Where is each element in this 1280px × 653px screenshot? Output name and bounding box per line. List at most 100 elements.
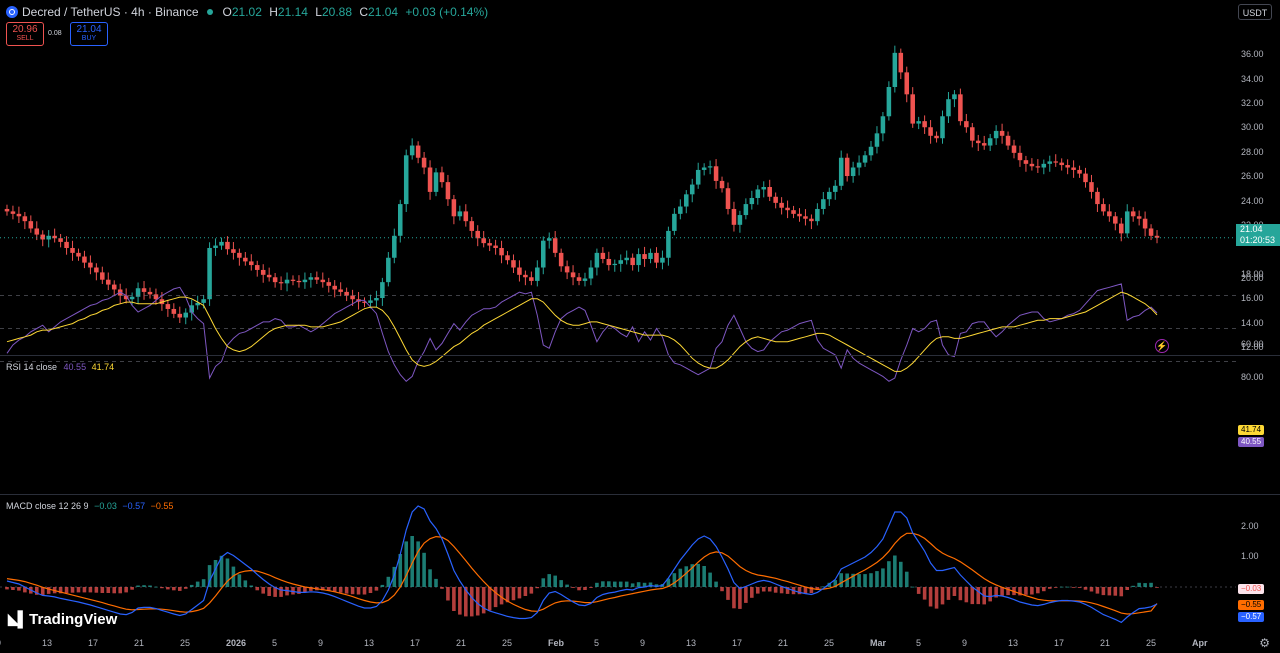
pane-separator-macd[interactable] — [0, 494, 1280, 495]
candle-body — [511, 260, 516, 268]
candle-body — [928, 127, 933, 136]
macd-legend[interactable]: MACD close 12 26 9 −0.03 −0.57 −0.55 — [6, 501, 173, 511]
candle-body — [278, 282, 284, 284]
buy-button[interactable]: 21.04 BUY — [70, 22, 108, 46]
time-tick: Mar — [870, 638, 887, 648]
candle-body — [243, 257, 248, 262]
candle-body — [880, 116, 886, 134]
candle-body — [123, 295, 129, 300]
candle-body — [386, 257, 391, 283]
candle-body — [809, 218, 814, 222]
macd-histogram-bar — [422, 552, 426, 587]
candle-body — [1101, 204, 1106, 212]
candle-body — [821, 199, 826, 209]
candle-body — [838, 157, 844, 186]
candle-body — [237, 252, 242, 258]
rsi-legend[interactable]: RSI 14 close 40.55 41.74 — [6, 362, 114, 372]
macd-histogram-bar — [321, 587, 325, 591]
macd-histogram-bar — [624, 581, 629, 587]
candle-body — [981, 143, 987, 146]
macd-histogram-bar — [404, 541, 409, 587]
candle-body — [713, 166, 719, 181]
macd-histogram-bar — [726, 587, 730, 600]
macd-signal-tag: −0.55 — [1238, 600, 1265, 610]
macd-histogram-bar — [464, 587, 468, 617]
candle-body — [564, 266, 570, 273]
macd-histogram-bar — [571, 587, 575, 588]
time-tick: 5 — [594, 638, 600, 648]
macd-histogram-bar — [1125, 587, 1130, 590]
macd-histogram-bar — [64, 587, 69, 593]
macd-histogram-bar — [58, 587, 63, 594]
macd-histogram-bar — [1119, 587, 1124, 597]
macd-histogram-bar — [17, 587, 21, 591]
time-tick: 2026 — [226, 638, 247, 648]
open-label: O — [222, 5, 232, 19]
last-price-value: 21.04 — [1240, 224, 1263, 234]
rsi-line — [6, 283, 1158, 382]
macd-histogram-bar — [154, 586, 158, 588]
rsi-tick: 20.00 — [1241, 273, 1264, 283]
candle-body — [642, 254, 647, 259]
macd-histogram-bar — [392, 566, 397, 587]
candle-body — [260, 269, 266, 275]
candle-body — [427, 167, 433, 192]
candle-body — [648, 252, 653, 259]
candle-body — [58, 238, 63, 242]
macd-line-tag: −0.57 — [1238, 612, 1265, 622]
macd-histogram-bar — [1107, 587, 1112, 596]
sell-button[interactable]: 20.96 SELL — [6, 22, 44, 46]
macd-histogram-bar — [166, 587, 170, 590]
macd-histogram-bar — [94, 587, 99, 593]
price-tick: 28.00 — [1241, 146, 1264, 157]
macd-histogram-bar — [720, 587, 724, 592]
pane-separator-rsi[interactable] — [0, 355, 1280, 356]
currency-selector[interactable]: USDT — [1238, 4, 1272, 20]
macd-histogram-bar — [23, 587, 27, 593]
macd-histogram-bar — [118, 587, 122, 594]
time-tick: 13 — [364, 638, 375, 648]
macd-histogram-bar — [958, 587, 963, 601]
candle-body — [219, 241, 224, 246]
macd-histogram-bar — [815, 587, 820, 590]
macd-histogram-bar — [475, 587, 480, 616]
macd-histogram-bar — [452, 587, 456, 611]
candle-body — [862, 155, 868, 163]
macd-histogram-bar — [767, 587, 772, 592]
candle-body — [40, 234, 45, 240]
macd-histogram-bar — [607, 581, 611, 587]
candle-body — [189, 305, 194, 313]
macd-histogram-bar — [332, 587, 337, 592]
candle-body — [672, 213, 677, 231]
price-tick: 24.00 — [1241, 195, 1264, 206]
candle-body — [678, 206, 683, 214]
candles — [4, 45, 1160, 325]
candle-body — [177, 313, 183, 318]
candle-body — [94, 267, 99, 273]
macd-histogram-bar — [934, 587, 939, 609]
candle-body — [201, 299, 206, 303]
gear-icon[interactable]: ⚙ — [1259, 636, 1270, 650]
candle-body — [1011, 145, 1017, 153]
symbol-title[interactable]: Decred / TetherUS · 4h · Binance — [22, 5, 199, 19]
high-label: H — [269, 5, 278, 19]
macd-histogram-bar — [1095, 587, 1100, 594]
candle-body — [1053, 161, 1058, 163]
candle-body — [612, 263, 618, 266]
candle-body — [415, 145, 421, 158]
macd-histogram-bar — [529, 587, 534, 594]
tradingview-logo[interactable]: ◣▌ TradingView — [8, 610, 117, 629]
candle-body — [827, 191, 832, 200]
candle-body — [147, 291, 153, 295]
time-tick: 5 — [272, 638, 278, 648]
macd-histogram-bar — [875, 571, 879, 587]
time-tick: 21 — [456, 638, 467, 648]
price-tick: 18.00 — [1241, 268, 1264, 279]
macd-histogram-bar — [291, 587, 295, 595]
macd-histogram-bar — [946, 587, 951, 600]
candle-body — [1119, 223, 1124, 234]
candle-body — [523, 274, 528, 278]
candle-body — [451, 199, 457, 217]
lightning-icon[interactable]: ⚡ — [1155, 339, 1169, 353]
